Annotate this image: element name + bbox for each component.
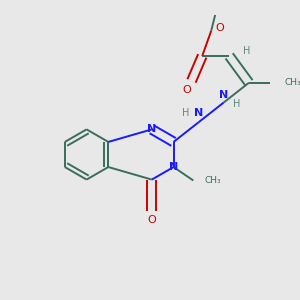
Text: O: O <box>183 85 191 95</box>
Text: CH₃: CH₃ <box>204 176 221 185</box>
Text: N: N <box>219 90 228 100</box>
Text: H: H <box>233 99 240 109</box>
Text: N: N <box>169 162 178 172</box>
Text: H: H <box>182 108 190 118</box>
Text: O: O <box>147 215 156 225</box>
Text: CH₃: CH₃ <box>285 78 300 87</box>
Text: N: N <box>194 108 203 118</box>
Text: O: O <box>216 23 225 33</box>
Text: N: N <box>147 124 156 134</box>
Text: H: H <box>243 46 251 56</box>
